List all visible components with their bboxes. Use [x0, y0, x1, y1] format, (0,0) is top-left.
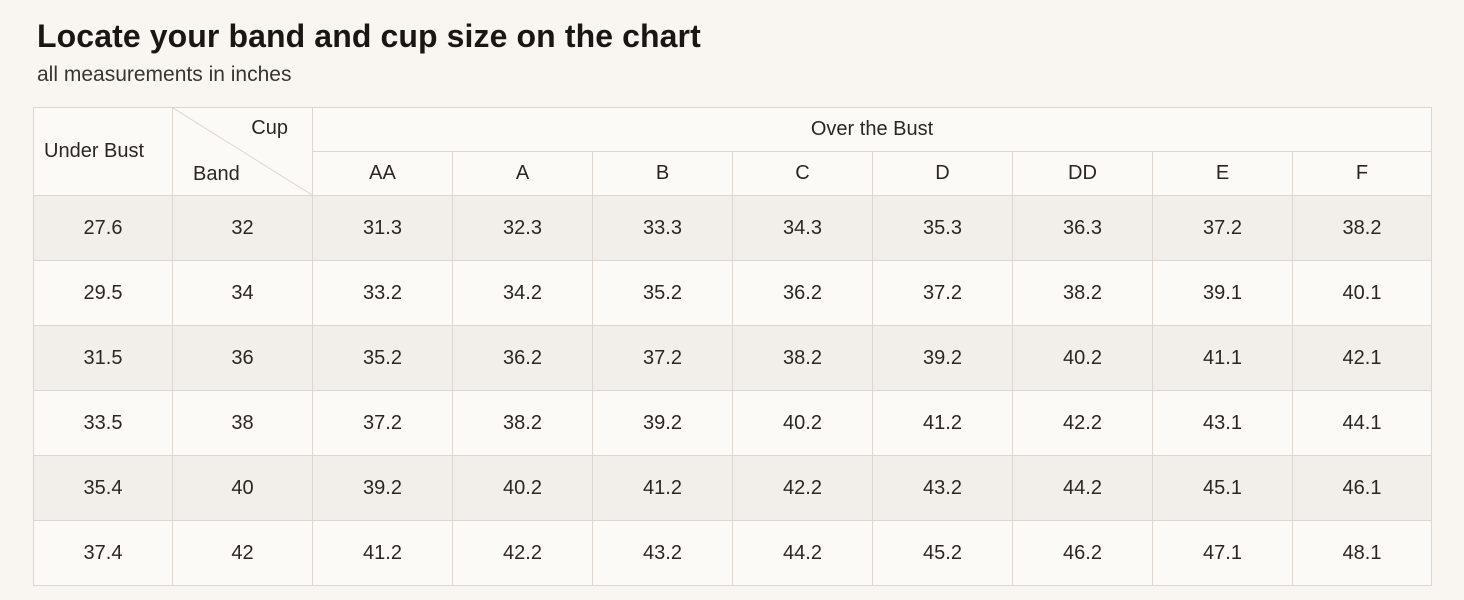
table-row: 27.6 32 31.3 32.3 33.3 34.3 35.3 36.3 37.2 38.2 [33, 195, 1433, 261]
over-bust-cell: 41.1 [1152, 325, 1293, 391]
cup-size-header: AA [312, 151, 453, 196]
cup-size-header-row: AA A B C D DD E F [34, 151, 1433, 196]
over-bust-cell: 37.2 [312, 390, 453, 456]
diagonal-divider [173, 108, 312, 195]
band-cup-header: Cup Band [172, 107, 313, 196]
over-bust-cell: 38.2 [1291, 195, 1433, 261]
over-bust-cell: 47.1 [1152, 520, 1293, 586]
table-row: 35.4 40 39.2 40.2 41.2 42.2 43.2 44.2 45.1 46.1 [33, 455, 1433, 521]
over-bust-cell: 45.1 [1152, 455, 1293, 521]
band-cell: 32 [172, 195, 313, 261]
over-bust-header: Over the Bust [311, 107, 1433, 152]
cup-size-header: F [1291, 151, 1433, 196]
over-bust-cell: 46.2 [1012, 520, 1153, 586]
over-bust-cell: 43.2 [872, 455, 1013, 521]
over-bust-cell: 34.3 [732, 195, 873, 261]
table-header-row: Under Bust Cup Band Over the Bust [33, 107, 1433, 196]
over-bust-cell: 42.1 [1291, 325, 1433, 391]
band-cell: 36 [172, 325, 313, 391]
over-bust-cell: 41.2 [312, 520, 453, 586]
size-chart-table: Under Bust Cup Band Over the Bust AA A B C D… [33, 107, 1433, 586]
over-bust-cell: 42.2 [452, 520, 593, 586]
under-bust-cell: 27.6 [33, 195, 173, 261]
over-bust-cell: 41.2 [592, 455, 733, 521]
over-bust-cell: 46.1 [1291, 455, 1433, 521]
over-bust-cell: 35.2 [312, 325, 453, 391]
cup-size-header: D [872, 151, 1013, 196]
page-subtitle: all measurements in inches [37, 63, 292, 86]
over-bust-cell: 44.2 [1012, 455, 1153, 521]
over-bust-cell: 38.2 [1012, 260, 1153, 326]
table-row: 31.5 36 35.2 36.2 37.2 38.2 39.2 40.2 41.1 42.1 [33, 325, 1433, 391]
cup-size-header: A [452, 151, 593, 196]
under-bust-cell: 37.4 [33, 520, 173, 586]
over-bust-cell: 37.2 [872, 260, 1013, 326]
cup-label: Cup [251, 117, 288, 139]
under-bust-cell: 31.5 [33, 325, 173, 391]
over-bust-cell: 42.2 [732, 455, 873, 521]
over-bust-cell: 44.1 [1291, 390, 1433, 456]
cup-size-header: DD [1012, 151, 1153, 196]
band-cell: 34 [172, 260, 313, 326]
over-bust-cell: 36.3 [1012, 195, 1153, 261]
over-bust-cell: 33.2 [312, 260, 453, 326]
over-bust-cell: 37.2 [592, 325, 733, 391]
over-bust-cell: 48.1 [1291, 520, 1433, 586]
over-bust-cell: 38.2 [732, 325, 873, 391]
under-bust-header: Under Bust [33, 107, 173, 196]
over-bust-cell: 43.1 [1152, 390, 1293, 456]
table-row: 29.5 34 33.2 34.2 35.2 36.2 37.2 38.2 39.1 40.1 [33, 260, 1433, 326]
band-cell: 42 [172, 520, 313, 586]
over-bust-cell: 41.2 [872, 390, 1013, 456]
over-bust-cell: 32.3 [452, 195, 593, 261]
over-bust-cell: 38.2 [452, 390, 593, 456]
over-bust-cell: 39.2 [872, 325, 1013, 391]
over-bust-cell: 40.2 [452, 455, 593, 521]
band-label: Band [193, 163, 240, 185]
over-bust-cell: 36.2 [452, 325, 593, 391]
under-bust-cell: 33.5 [33, 390, 173, 456]
over-bust-cell: 31.3 [312, 195, 453, 261]
over-bust-cell: 36.2 [732, 260, 873, 326]
over-bust-cell: 33.3 [592, 195, 733, 261]
table-row: 37.4 42 41.2 42.2 43.2 44.2 45.2 46.2 47.1 48.1 [33, 520, 1433, 586]
under-bust-cell: 35.4 [33, 455, 173, 521]
under-bust-cell: 29.5 [33, 260, 173, 326]
cup-size-header: B [592, 151, 733, 196]
band-cell: 38 [172, 390, 313, 456]
over-bust-cell: 40.2 [1012, 325, 1153, 391]
band-cell: 40 [172, 455, 313, 521]
over-bust-cell: 39.1 [1152, 260, 1293, 326]
over-bust-cell: 37.2 [1152, 195, 1293, 261]
over-bust-cell: 39.2 [312, 455, 453, 521]
table-row: 33.5 38 37.2 38.2 39.2 40.2 41.2 42.2 43.1 44.1 [33, 390, 1433, 456]
over-bust-cell: 43.2 [592, 520, 733, 586]
over-bust-cell: 34.2 [452, 260, 593, 326]
over-bust-cell: 40.1 [1291, 260, 1433, 326]
cup-size-header: C [732, 151, 873, 196]
over-bust-cell: 35.2 [592, 260, 733, 326]
over-bust-cell: 35.3 [872, 195, 1013, 261]
over-bust-cell: 42.2 [1012, 390, 1153, 456]
over-bust-cell: 44.2 [732, 520, 873, 586]
cup-size-header: E [1152, 151, 1293, 196]
over-bust-cell: 45.2 [872, 520, 1013, 586]
over-bust-cell: 39.2 [592, 390, 733, 456]
page-title: Locate your band and cup size on the cha… [37, 18, 701, 54]
over-bust-cell: 40.2 [732, 390, 873, 456]
